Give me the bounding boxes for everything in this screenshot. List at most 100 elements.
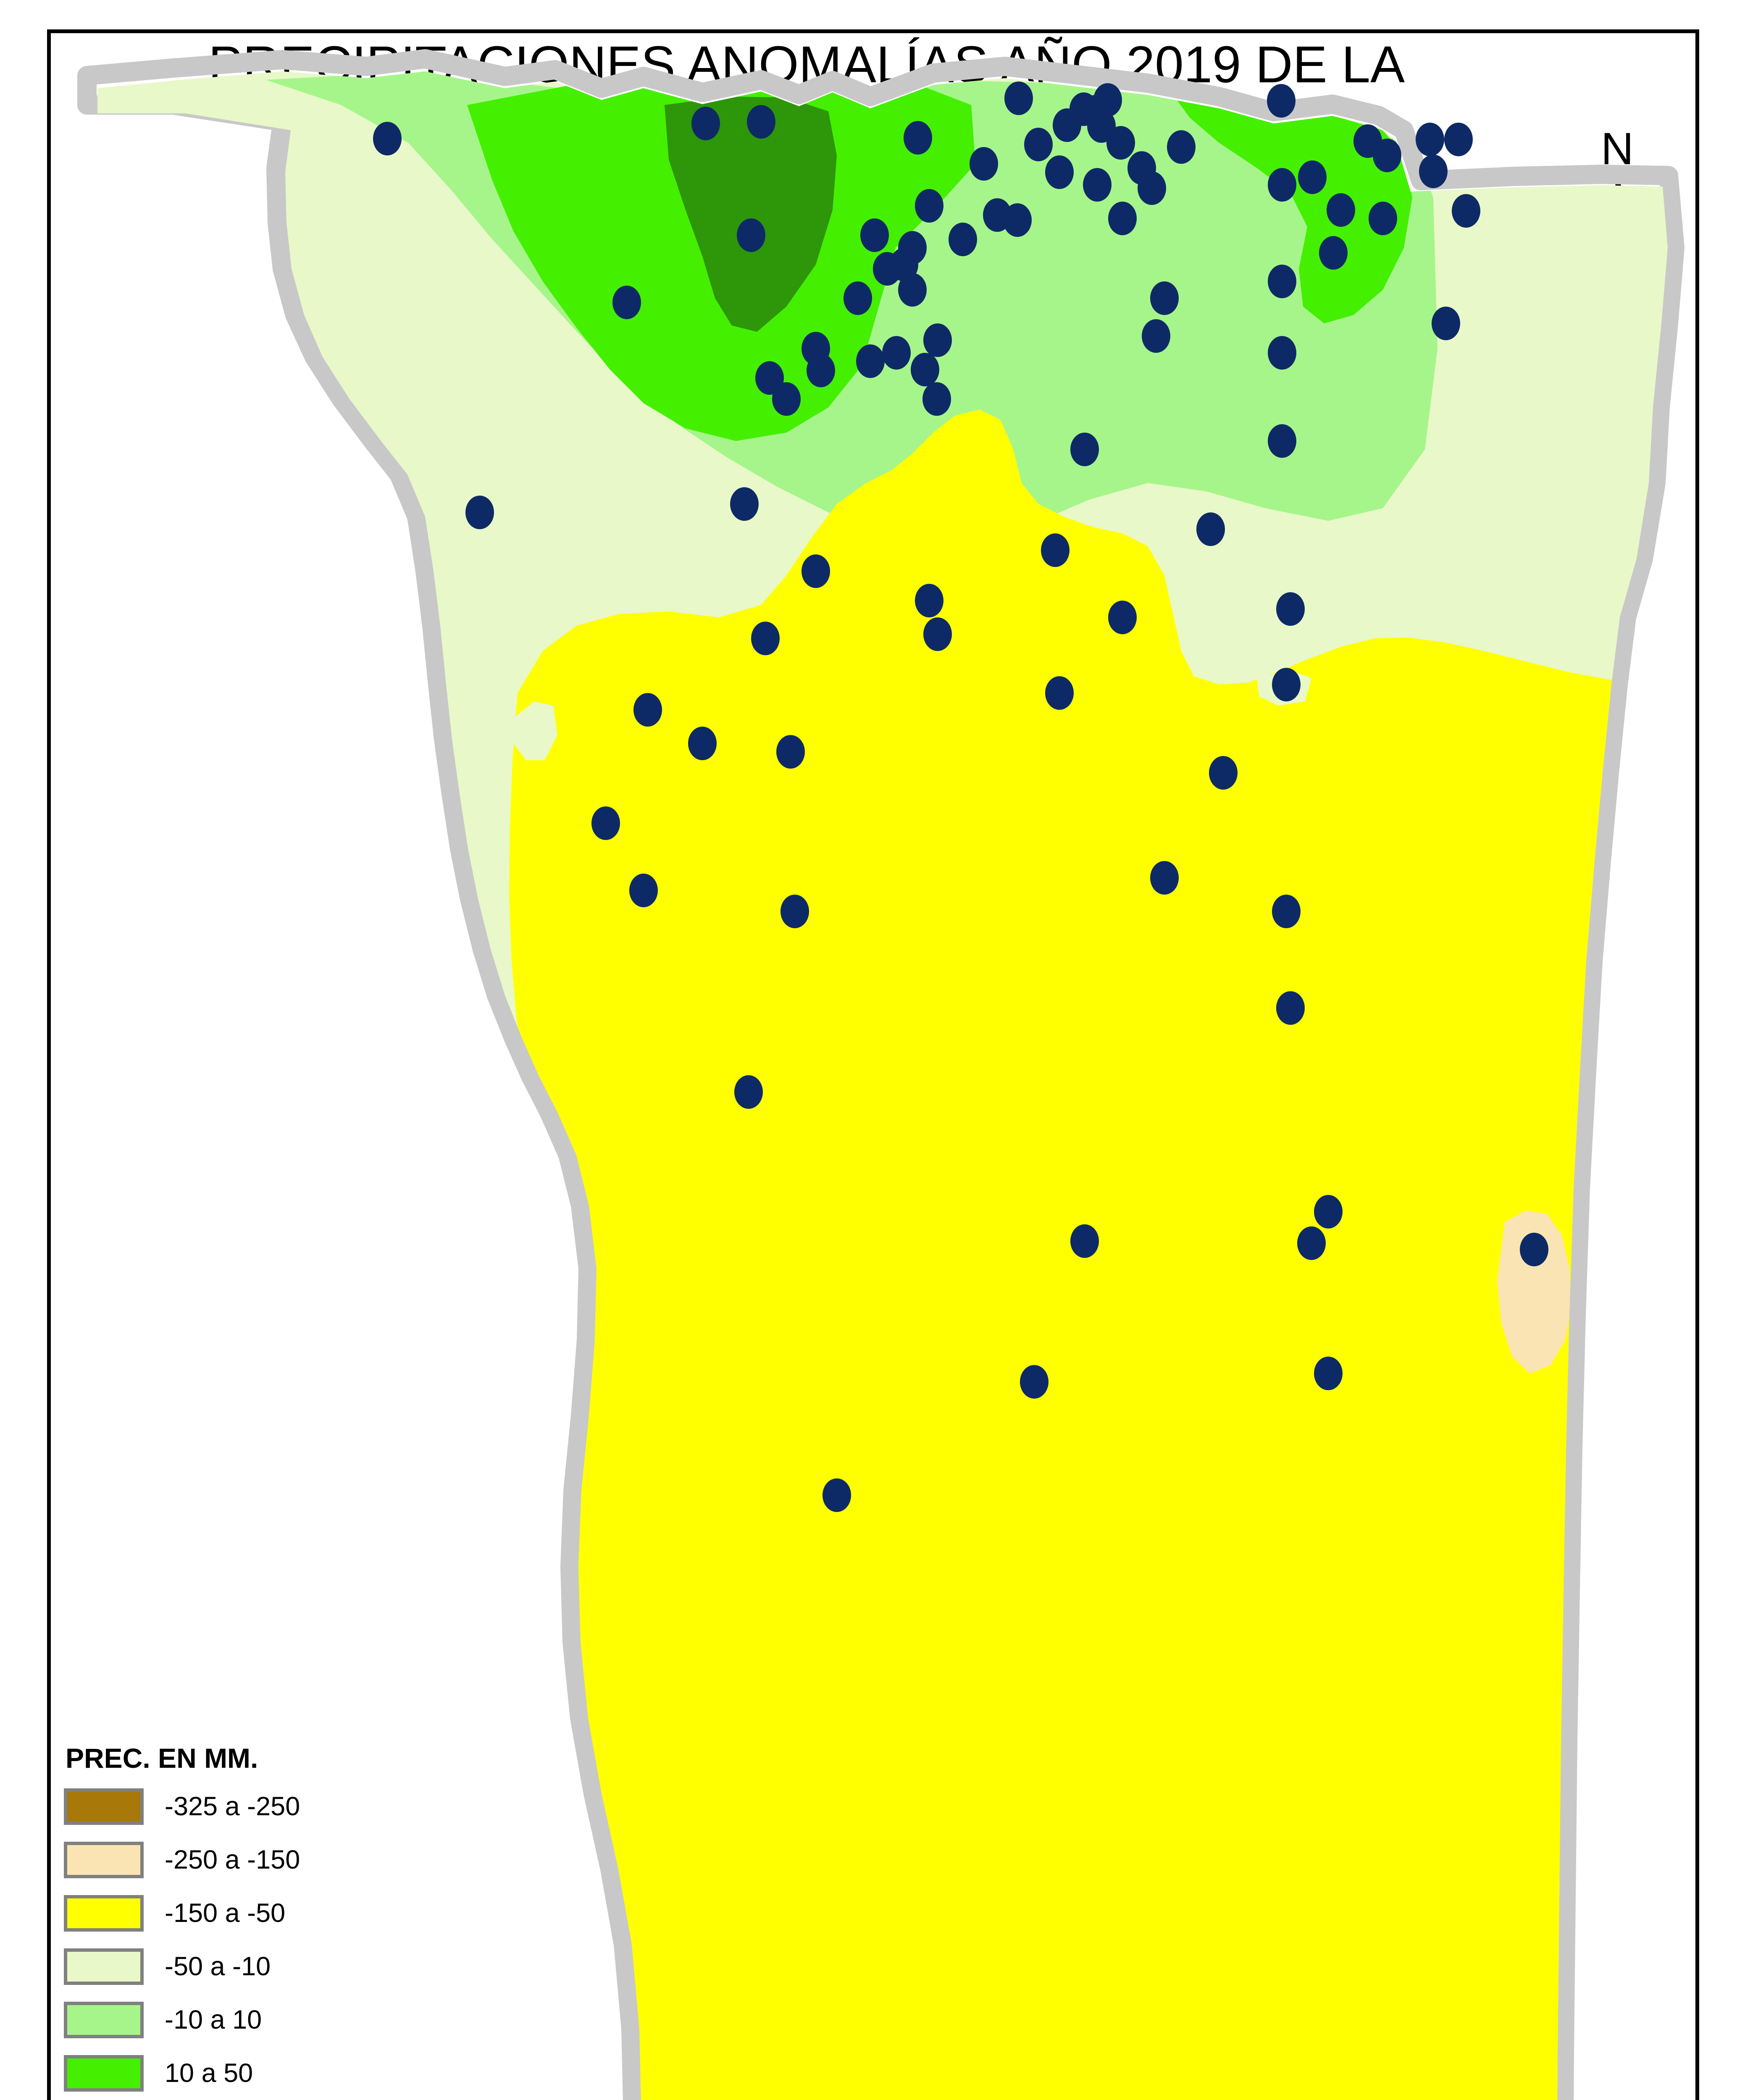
station-marker[interactable] <box>772 382 801 416</box>
station-marker[interactable] <box>1419 155 1448 188</box>
station-marker[interactable] <box>1444 123 1473 156</box>
station-marker[interactable] <box>1314 1195 1343 1228</box>
station-marker[interactable] <box>1045 676 1074 710</box>
legend-row[interactable]: -10 a 10 <box>64 1993 534 2047</box>
station-marker[interactable] <box>1267 84 1296 118</box>
legend-row[interactable]: -325 a -250 <box>64 1780 534 1833</box>
station-marker[interactable] <box>747 105 775 139</box>
station-marker[interactable] <box>1070 1224 1099 1258</box>
station-marker[interactable] <box>1167 130 1196 164</box>
station-marker[interactable] <box>923 617 952 651</box>
station-marker[interactable] <box>1003 203 1032 237</box>
station-marker[interactable] <box>1276 991 1305 1025</box>
legend-swatch <box>64 1788 144 1825</box>
station-marker[interactable] <box>1452 194 1480 228</box>
station-marker[interactable] <box>1276 592 1305 626</box>
station-marker[interactable] <box>1138 171 1166 205</box>
station-marker[interactable] <box>844 281 872 315</box>
map-canvas[interactable] <box>47 29 1699 2100</box>
legend-label: -50 a -10 <box>165 1952 271 1981</box>
station-marker[interactable] <box>823 1478 851 1512</box>
station-marker[interactable] <box>691 107 720 140</box>
station-marker[interactable] <box>1268 424 1296 458</box>
station-marker[interactable] <box>730 487 759 521</box>
station-markers-layer[interactable] <box>373 81 1548 1512</box>
station-marker[interactable] <box>1024 128 1053 161</box>
station-marker[interactable] <box>1004 81 1033 115</box>
station-marker[interactable] <box>591 806 620 840</box>
station-marker[interactable] <box>751 622 780 655</box>
station-marker[interactable] <box>1196 512 1225 546</box>
station-marker[interactable] <box>1108 601 1137 634</box>
station-marker[interactable] <box>465 496 494 529</box>
station-marker[interactable] <box>1319 236 1348 270</box>
station-marker[interactable] <box>970 147 998 181</box>
station-marker[interactable] <box>1327 193 1355 227</box>
station-marker[interactable] <box>755 361 784 395</box>
station-marker[interactable] <box>734 1075 763 1109</box>
legend: PREC. EN MM. -325 a -250 -250 a -150 -15… <box>64 1742 534 2100</box>
station-marker[interactable] <box>1053 108 1081 142</box>
station-marker[interactable] <box>1106 126 1135 160</box>
station-marker[interactable] <box>1314 1357 1343 1390</box>
station-marker[interactable] <box>1020 1365 1049 1399</box>
station-marker[interactable] <box>882 336 911 370</box>
station-marker[interactable] <box>915 189 943 223</box>
station-marker[interactable] <box>373 122 402 155</box>
station-marker[interactable] <box>629 874 658 907</box>
legend-label: -10 a 10 <box>165 2005 262 2034</box>
station-marker[interactable] <box>1083 168 1112 202</box>
station-marker[interactable] <box>1298 160 1327 194</box>
station-marker[interactable] <box>780 895 809 928</box>
san-luis-choropleth-map[interactable] <box>47 29 1699 2100</box>
station-marker[interactable] <box>1432 307 1460 340</box>
legend-label: -250 a -150 <box>165 1845 300 1874</box>
station-marker[interactable] <box>904 121 932 155</box>
legend-row[interactable]: -50 a -10 <box>64 1940 534 1993</box>
station-marker[interactable] <box>1520 1233 1548 1266</box>
station-marker[interactable] <box>612 286 641 319</box>
station-marker[interactable] <box>949 223 977 256</box>
station-marker[interactable] <box>1045 155 1074 189</box>
legend-row[interactable]: -150 a -50 <box>64 1887 534 1940</box>
station-marker[interactable] <box>737 218 765 252</box>
legend-label: 10 a 50 <box>165 2058 253 2088</box>
band-10-a-50-east <box>1173 94 1412 323</box>
station-marker[interactable] <box>915 584 943 617</box>
station-marker[interactable] <box>1272 668 1301 701</box>
station-marker[interactable] <box>911 353 939 386</box>
province-border <box>77 49 1684 2100</box>
station-marker[interactable] <box>776 735 805 769</box>
station-marker[interactable] <box>801 554 830 588</box>
station-marker[interactable] <box>1041 533 1070 567</box>
station-marker[interactable] <box>1150 861 1179 895</box>
station-marker[interactable] <box>633 693 662 727</box>
station-marker[interactable] <box>1150 281 1179 315</box>
station-marker[interactable] <box>898 273 927 307</box>
station-marker[interactable] <box>922 382 951 416</box>
station-marker[interactable] <box>1268 168 1296 202</box>
band-50-a-100 <box>665 97 837 332</box>
station-marker[interactable] <box>1369 202 1397 235</box>
station-marker[interactable] <box>688 727 717 760</box>
station-marker[interactable] <box>1416 123 1444 156</box>
legend-row[interactable]: 10 a 50 <box>64 2047 534 2100</box>
station-marker[interactable] <box>1297 1226 1326 1260</box>
station-marker[interactable] <box>1070 433 1099 466</box>
station-marker[interactable] <box>860 218 889 252</box>
station-marker[interactable] <box>1272 895 1301 928</box>
station-marker[interactable] <box>1373 139 1401 172</box>
legend-row[interactable]: -250 a -150 <box>64 1833 534 1887</box>
station-marker[interactable] <box>1142 319 1170 353</box>
station-marker[interactable] <box>1268 336 1296 370</box>
station-marker[interactable] <box>1268 265 1296 298</box>
band--150-a--50 <box>509 410 1643 2100</box>
station-marker[interactable] <box>923 323 952 357</box>
station-marker[interactable] <box>856 344 885 378</box>
station-marker[interactable] <box>890 248 918 281</box>
station-marker[interactable] <box>1108 202 1137 235</box>
station-marker[interactable] <box>807 354 835 387</box>
band--250-a--150 <box>1497 1210 1571 1373</box>
station-marker[interactable] <box>1209 756 1238 790</box>
legend-swatch <box>64 1895 144 1932</box>
